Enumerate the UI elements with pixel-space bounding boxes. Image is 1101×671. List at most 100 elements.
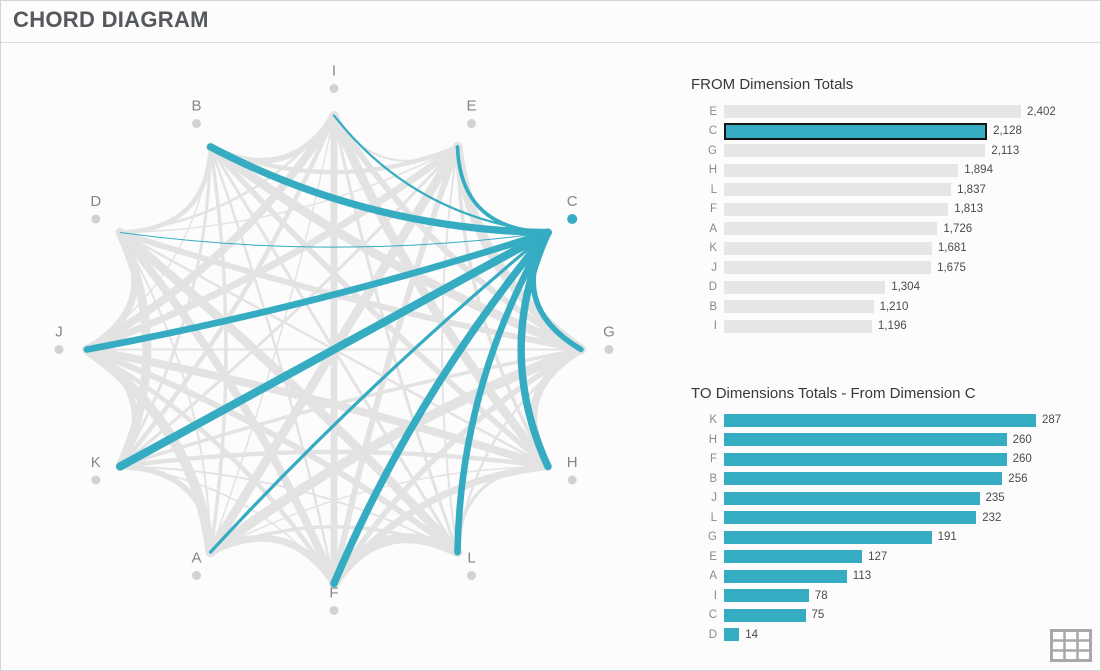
chord-node-G[interactable] (604, 345, 614, 354)
chord-node-F[interactable] (329, 606, 339, 615)
chord-link[interactable] (209, 465, 549, 553)
chord-node-label-E: E (466, 98, 476, 115)
bar-value-label: 191 (937, 531, 957, 543)
bar-category-label: D (708, 281, 717, 293)
bar[interactable] (724, 222, 938, 235)
bar[interactable] (724, 452, 1007, 466)
chord-link-selected[interactable] (530, 229, 584, 353)
bar-category-label: L (710, 511, 717, 524)
chord-node-E[interactable] (467, 119, 476, 128)
bar[interactable] (724, 105, 1021, 118)
chord-link[interactable] (118, 145, 212, 468)
bar[interactable] (724, 608, 806, 622)
chord-link-selected[interactable] (119, 232, 549, 248)
bar-value-label: 1,681 (937, 242, 967, 254)
bar-row: I 1,196 (691, 319, 1091, 333)
bar-value-label: 127 (868, 550, 888, 563)
bar-value-label: 235 (985, 492, 1005, 504)
bar[interactable] (724, 300, 874, 313)
chord-link[interactable] (209, 114, 335, 553)
bar[interactable] (724, 280, 886, 294)
bar-category-label: L (710, 183, 717, 196)
chord-link[interactable] (331, 346, 584, 587)
chord-link[interactable] (331, 112, 584, 353)
chord-link[interactable] (83, 111, 338, 354)
chord-link[interactable] (206, 142, 586, 354)
bar-value-label: 260 (1012, 453, 1032, 465)
view-data-grid-icon[interactable] (1050, 629, 1092, 662)
bar[interactable] (724, 511, 977, 524)
bar-row: K 1,681 (691, 241, 1091, 255)
bar-category-label: B (709, 472, 717, 485)
chord-node-I[interactable] (329, 84, 339, 93)
chord-link[interactable] (115, 228, 462, 557)
chord-node-J[interactable] (54, 345, 64, 354)
chord-link-selected[interactable] (206, 143, 552, 237)
chord-link-selected[interactable] (116, 228, 552, 471)
chord-diagram[interactable]: I E C G H L F A K J D B (1, 43, 691, 671)
bar[interactable] (724, 319, 872, 333)
bar[interactable] (724, 261, 932, 274)
chord-link-selected[interactable] (332, 114, 550, 234)
to-chart-title: TO Dimensions Totals - From Dimension C (691, 384, 976, 402)
chord-link[interactable] (456, 465, 550, 554)
bar[interactable] (724, 433, 1007, 446)
chord-node-K[interactable] (91, 475, 101, 485)
bar[interactable] (724, 144, 986, 157)
chord-link[interactable] (332, 114, 459, 554)
bar-value-label: 14 (745, 628, 758, 641)
bar[interactable] (724, 122, 988, 140)
bar-category-label: H (708, 433, 717, 446)
bar[interactable] (724, 569, 847, 583)
bar-row: C 75 (691, 608, 1091, 622)
bar-row: D 1,304 (691, 280, 1091, 294)
bar-value-label: 287 (1042, 414, 1062, 426)
bar[interactable] (724, 163, 959, 177)
bar[interactable] (724, 472, 1003, 485)
bar-category-label: I (713, 320, 717, 332)
chord-node-label-L: L (467, 550, 475, 567)
bar[interactable] (724, 413, 1036, 427)
chord-node-B[interactable] (192, 119, 201, 128)
bar[interactable] (724, 589, 809, 602)
chord-node-C[interactable] (567, 214, 578, 224)
chord-node-H[interactable] (567, 475, 577, 485)
chord-link[interactable] (117, 229, 584, 353)
bar-category-label: E (709, 105, 717, 118)
chord-link[interactable] (84, 346, 461, 556)
chord-link[interactable] (119, 231, 212, 554)
chord-link[interactable] (117, 449, 551, 469)
chord-node-A[interactable] (192, 571, 201, 580)
chord-node-label-A: A (191, 550, 201, 567)
chord-link[interactable] (117, 144, 213, 235)
chord-link-selected[interactable] (454, 229, 552, 556)
chord-node-label-G: G (603, 324, 615, 341)
bar[interactable] (724, 183, 952, 196)
chord-link[interactable] (84, 347, 337, 586)
bar[interactable] (724, 241, 932, 255)
chord-node-D[interactable] (91, 214, 101, 224)
bar-value-label: 1,837 (957, 183, 986, 196)
bar-category-label: C (708, 125, 717, 137)
bar-category-label: F (709, 453, 717, 465)
bar-row: B 256 (691, 472, 1091, 485)
bar-value-label: 1,675 (937, 261, 966, 274)
chord-link-selected[interactable] (330, 228, 552, 588)
bar[interactable] (724, 491, 980, 505)
bar[interactable] (724, 550, 863, 563)
bar[interactable] (724, 530, 932, 544)
chord-node-label-K: K (91, 454, 101, 471)
chord-link[interactable] (331, 143, 461, 587)
chord-link-selected[interactable] (83, 229, 552, 353)
bar-category-label: A (709, 570, 717, 582)
bar[interactable] (724, 202, 949, 216)
chord-link[interactable] (208, 144, 460, 175)
chord-link[interactable] (207, 144, 551, 470)
bar-row: G 191 (691, 530, 1091, 544)
chord-node-L[interactable] (467, 571, 476, 580)
chord-link[interactable] (208, 145, 228, 554)
chord-link[interactable] (209, 145, 336, 585)
bar[interactable] (724, 628, 740, 641)
chord-link-selected[interactable] (208, 230, 550, 554)
